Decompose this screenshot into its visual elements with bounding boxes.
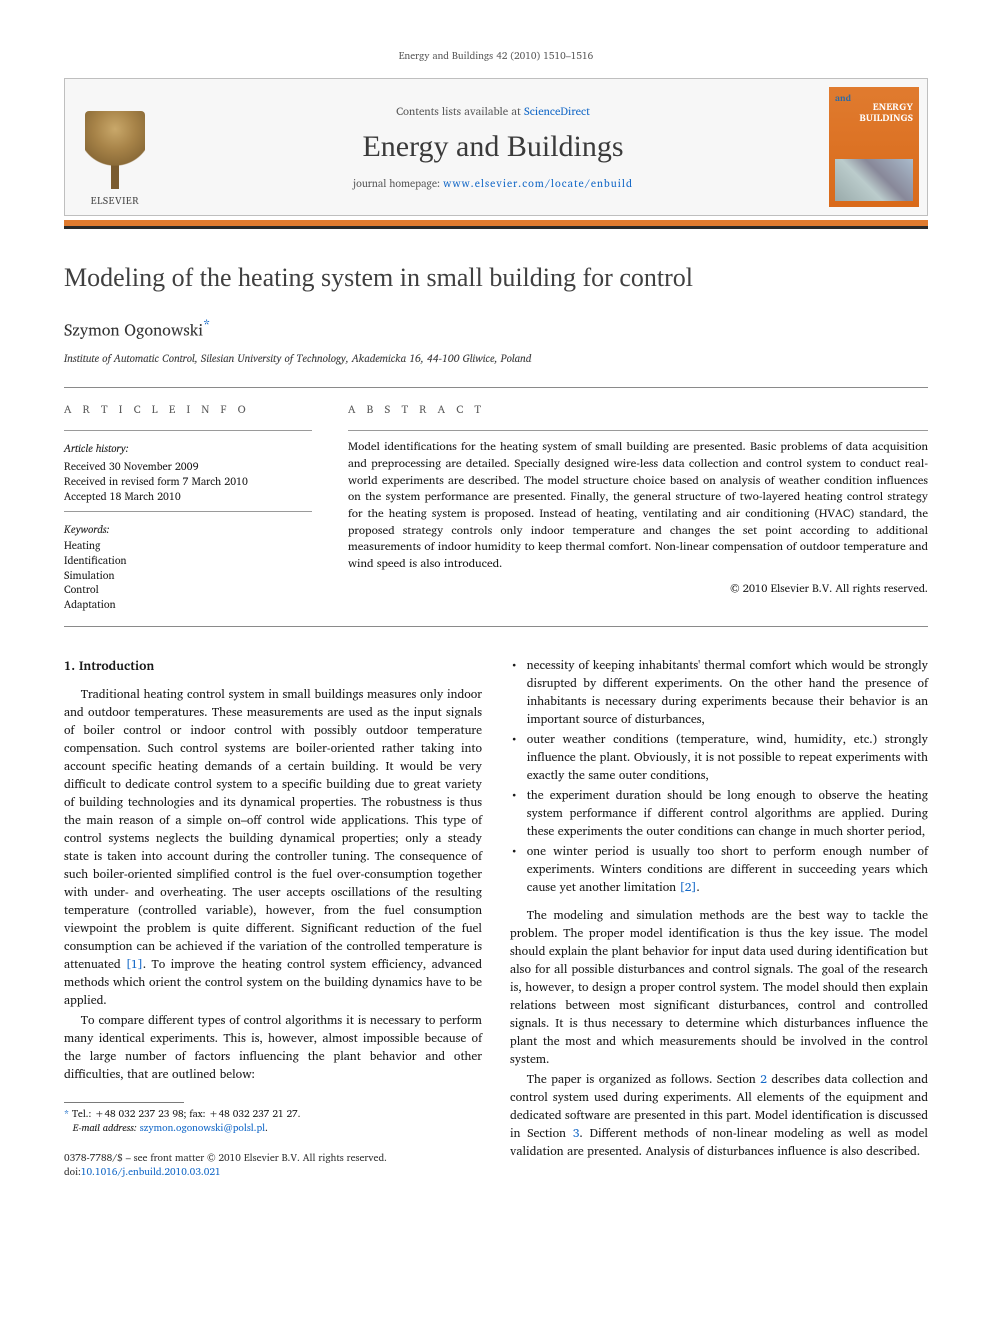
bullet-list: necessity of keeping inhabitants' therma… [510,657,928,897]
section-link[interactable]: 3 [573,1124,580,1143]
citation-link[interactable]: [1] [126,955,143,974]
history-line: Accepted 18 March 2010 [64,489,312,504]
abstract-text: Model identifications for the heating sy… [348,439,928,572]
contents-prefix: Contents lists available at [396,102,524,120]
page: Energy and Buildings 42 (2010) 1510–1516… [0,0,992,1227]
abstract-block: A B S T R A C T Model identifications fo… [348,400,928,612]
body-paragraph: Traditional heating control system in sm… [64,686,482,1010]
body-paragraph: The modeling and simulation methods are … [510,907,928,1069]
corresponding-mark-icon: * [203,313,210,336]
publisher-logo-block: ELSEVIER [65,79,165,215]
contents-available-line: Contents lists available at ScienceDirec… [396,102,590,120]
rule-bottom [64,626,928,627]
footnote-rule [64,1102,184,1103]
info-rule-2 [64,511,312,512]
article-title: Modeling of the heating system in small … [64,263,928,293]
footer-doi-label: doi: [64,1164,81,1180]
black-divider [64,226,928,229]
body-paragraph: The paper is organized as follows. Secti… [510,1071,928,1161]
footer-block: 0378-7788/$ – see front matter © 2010 El… [64,1151,482,1179]
elsevier-tree-icon [85,111,145,189]
affiliation: Institute of Automatic Control, Silesian… [64,349,928,367]
sciencedirect-link[interactable]: ScienceDirect [524,102,590,120]
bullet4a: one winter period is usually too short t… [527,842,928,897]
journal-title: Energy and Buildings [362,130,623,164]
footnote-email-label: E-mail address: [73,1120,137,1136]
list-item: one winter period is usually too short t… [524,843,928,897]
footnote-star-icon: * [64,1106,69,1122]
bullet4b: . [697,878,700,897]
section-link[interactable]: 2 [760,1070,767,1089]
keyword: Simulation [64,568,312,583]
footnote-email-link[interactable]: szymon.ogonowski@polsl.pl [140,1120,265,1136]
keyword: Adaptation [64,597,312,612]
corresponding-footnote: * Tel.: +48 032 237 23 98; fax: +48 032 … [64,1107,482,1135]
homepage-line: journal homepage: www.elsevier.com/locat… [353,174,633,192]
list-item: necessity of keeping inhabitants' therma… [524,657,928,729]
body-paragraph: To compare different types of control al… [64,1012,482,1084]
footer-doi-link[interactable]: 10.1016/j.enbuild.2010.03.021 [81,1164,221,1180]
meta-row: A R T I C L E I N F O Article history: R… [64,400,928,612]
running-head: Energy and Buildings 42 (2010) 1510–1516 [64,48,928,64]
cover-line2: BUILDINGS [859,110,913,126]
rule-top [64,387,928,388]
cover-title: and ENERGY BUILDINGS [835,93,913,123]
p1a: Traditional heating control system in sm… [64,685,482,974]
header-center: Contents lists available at ScienceDirec… [165,79,821,215]
list-item: outer weather conditions (temperature, w… [524,731,928,785]
author-line: Szymon Ogonowski* [64,313,928,343]
section-heading-introduction: 1. Introduction [64,657,482,676]
author-name: Szymon Ogonowski [64,317,203,343]
list-item: the experiment duration should be long e… [524,787,928,841]
p4a: The paper is organized as follows. Secti… [527,1070,760,1089]
abstract-copyright: © 2010 Elsevier B.V. All rights reserved… [348,579,928,597]
abstract-rule [348,430,928,431]
journal-cover-thumb: and ENERGY BUILDINGS [829,87,919,207]
history-head: Article history: [64,439,312,457]
citation-link[interactable]: [2] [680,878,697,897]
publisher-name: ELSEVIER [91,193,139,209]
article-info-label: A R T I C L E I N F O [64,400,312,418]
info-rule-1 [64,430,312,431]
homepage-link[interactable]: www.elsevier.com/locate/enbuild [443,174,633,192]
cover-image-icon [835,159,913,201]
keywords-head: Keywords: [64,520,312,538]
body-columns: 1. Introduction Traditional heating cont… [64,657,928,1179]
homepage-prefix: journal homepage: [353,174,443,192]
article-info-block: A R T I C L E I N F O Article history: R… [64,400,312,612]
abstract-label: A B S T R A C T [348,400,928,418]
journal-header: ELSEVIER Contents lists available at Sci… [64,78,928,216]
